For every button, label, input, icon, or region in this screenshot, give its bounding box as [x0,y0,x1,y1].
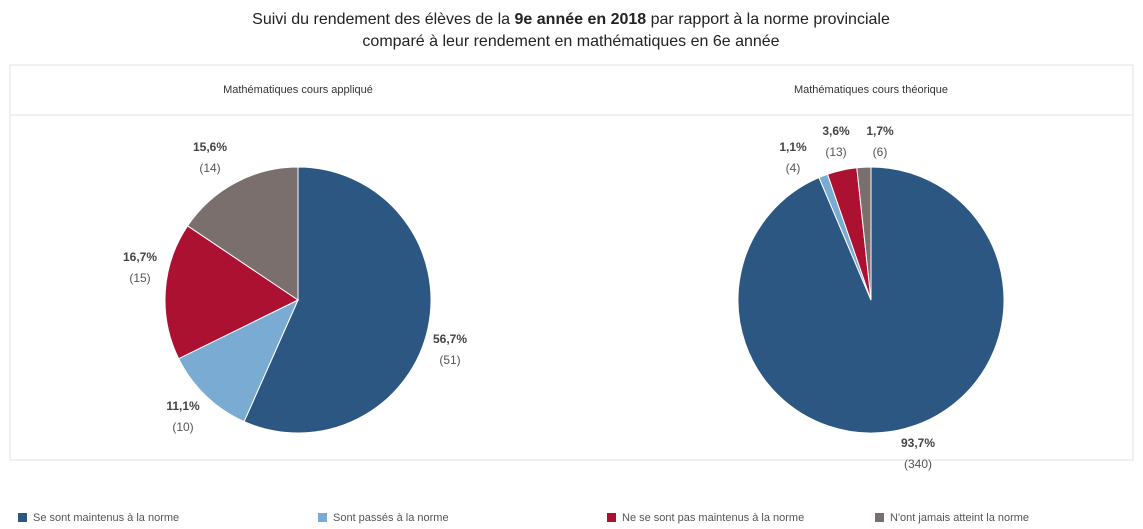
data-label: 1,7% [866,124,894,138]
chart-title: Suivi du rendement des élèves de la 9e a… [252,11,890,28]
panel-title: Mathématiques cours appliqué [223,84,373,96]
pie-slice [856,166,872,301]
legend-label: Se sont maintenus à la norme [33,512,179,524]
count-label: (4) [786,161,801,175]
chart-subtitle: comparé à leur rendement en mathématique… [362,33,779,50]
count-label: (13) [825,145,846,159]
panel-frame [9,64,1134,461]
legend-swatch [875,513,884,522]
pie-slice [243,166,432,434]
title-part: 9e année en 2018 [515,11,647,28]
pie-slice [164,225,299,360]
count-label: (51) [439,353,460,367]
title-part: Suivi du rendement des élèves de la [252,11,514,28]
count-label: (6) [873,145,888,159]
legend-label: Sont passés à la norme [333,512,449,524]
data-label: 15,6% [193,140,227,154]
count-label: (340) [904,457,932,471]
count-label: (14) [199,161,220,175]
data-label: 11,1% [166,399,200,413]
legend-label: Ne se sont pas maintenus à la norme [622,512,804,524]
legend-swatch [607,513,616,522]
legend-label: N'ont jamais atteint la norme [890,512,1029,524]
data-label: 93,7% [901,436,935,450]
legend-swatch [318,513,327,522]
title-part: par rapport à la norme provinciale [646,11,890,28]
data-label: 3,6% [822,124,850,138]
legend-swatch [18,513,27,522]
pie-slice [177,298,300,423]
count-label: (10) [172,420,193,434]
data-label: 1,1% [779,140,807,154]
data-label: 56,7% [433,332,467,346]
data-label: 16,7% [123,250,157,264]
count-label: (15) [129,271,150,285]
panel-title: Mathématiques cours théorique [794,84,948,96]
pie-slice [186,166,299,301]
